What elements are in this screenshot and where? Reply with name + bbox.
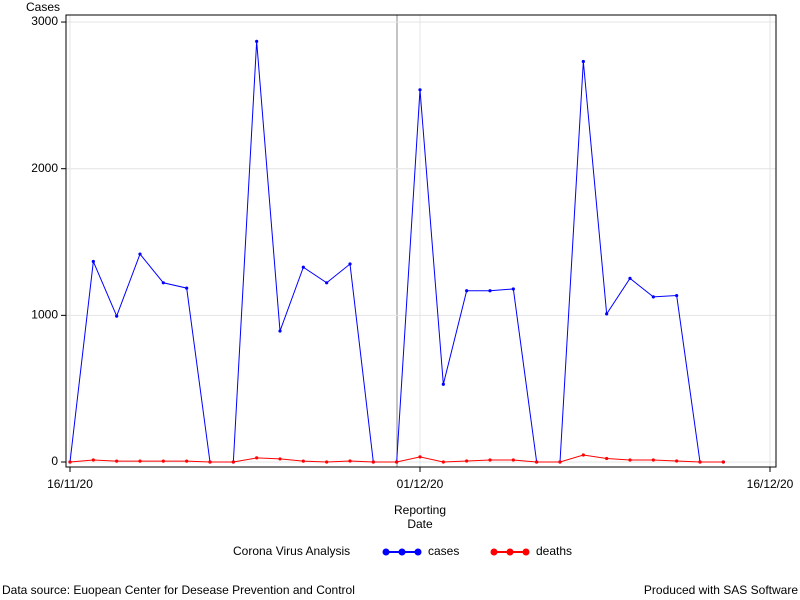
data-point <box>208 460 212 464</box>
legend-label: deaths <box>536 544 572 558</box>
data-point <box>371 460 375 464</box>
legend-swatch <box>522 548 530 556</box>
y-tick-label: 0 <box>51 454 58 468</box>
legend-swatch <box>382 548 390 556</box>
data-point <box>255 456 259 460</box>
footnote: Data source: Euopean Center for Desease … <box>2 583 355 597</box>
data-point <box>325 460 329 464</box>
data-point <box>418 88 422 92</box>
data-point <box>441 460 445 464</box>
data-point <box>465 459 469 463</box>
data-point <box>558 460 562 464</box>
data-point <box>115 314 119 318</box>
data-point <box>651 458 655 462</box>
data-point <box>465 289 469 293</box>
data-point <box>441 382 445 386</box>
legend-swatch <box>398 548 406 556</box>
data-point <box>511 287 515 291</box>
data-point <box>91 259 95 264</box>
data-point <box>325 281 329 285</box>
data-point <box>138 252 142 256</box>
data-point <box>628 458 632 462</box>
data-point <box>675 459 679 463</box>
x-axis-label: Reporting <box>394 503 446 517</box>
legend-label: cases <box>428 544 459 558</box>
data-point <box>185 459 189 463</box>
plot-frame <box>65 14 777 468</box>
legend-title: Corona Virus Analysis <box>233 544 350 558</box>
data-point <box>161 281 165 285</box>
y-tick-label: 1000 <box>31 308 58 322</box>
data-point <box>488 458 492 462</box>
data-point <box>161 459 165 463</box>
x-tick-label: 16/12/20 <box>747 477 794 491</box>
data-point <box>348 262 352 266</box>
data-point <box>278 329 282 333</box>
data-point <box>605 456 609 461</box>
data-point <box>301 459 305 463</box>
data-point <box>628 276 632 280</box>
data-point <box>675 293 679 298</box>
data-point <box>721 460 725 464</box>
legend-swatch <box>414 548 422 556</box>
data-point <box>348 459 352 463</box>
data-point <box>535 460 539 464</box>
data-point <box>255 39 259 43</box>
data-point <box>698 460 702 464</box>
data-point <box>605 312 609 316</box>
data-point <box>581 453 585 457</box>
legend-swatch <box>506 548 514 556</box>
data-point <box>278 457 282 461</box>
y-axis-label: Cases <box>26 0 60 14</box>
footnote: Produced with SAS Software <box>644 583 798 597</box>
data-point <box>511 458 515 462</box>
x-tick-label: 16/11/20 <box>47 477 93 491</box>
data-point <box>418 455 422 459</box>
data-point <box>185 286 189 290</box>
data-point <box>138 459 142 463</box>
data-point <box>301 265 305 269</box>
y-tick-label: 2000 <box>31 161 58 175</box>
data-point <box>395 460 399 464</box>
data-point <box>651 295 655 299</box>
legend-swatch <box>490 548 498 556</box>
data-point <box>231 460 235 464</box>
y-tick-label: 3000 <box>31 14 58 28</box>
data-point <box>115 459 119 463</box>
data-point <box>91 458 95 462</box>
x-axis-label: Date <box>407 517 433 531</box>
data-point <box>488 289 492 293</box>
data-point <box>581 59 585 64</box>
x-tick-label: 01/12/20 <box>397 477 444 491</box>
data-point <box>68 460 72 464</box>
